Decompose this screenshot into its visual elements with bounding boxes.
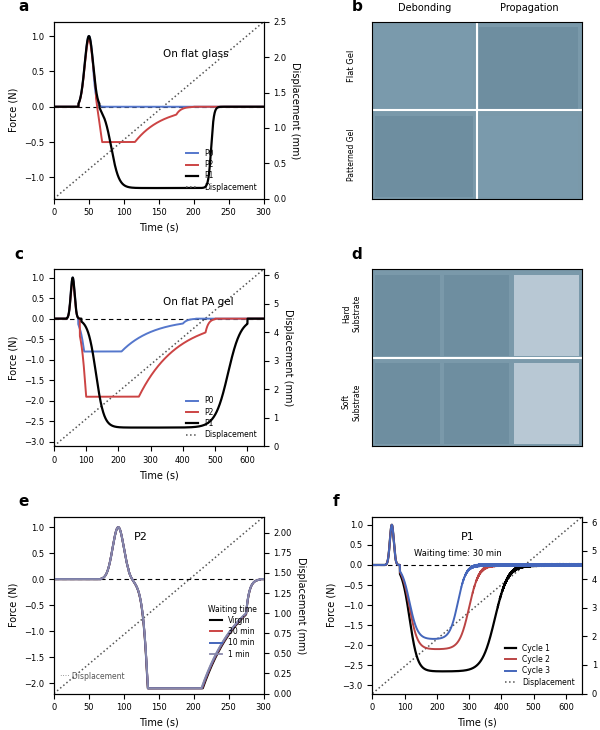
- Text: ···· Displacement: ···· Displacement: [60, 672, 125, 681]
- Legend: P0, P2, P1, Displacement: P0, P2, P1, Displacement: [183, 393, 260, 442]
- X-axis label: Time (s): Time (s): [139, 223, 179, 233]
- Text: P2: P2: [134, 531, 148, 542]
- Text: Waiting time: 30 min: Waiting time: 30 min: [415, 549, 502, 558]
- Text: On flat PA gel: On flat PA gel: [163, 296, 233, 307]
- Text: Patterned Gel: Patterned Gel: [347, 128, 356, 181]
- Text: d: d: [352, 247, 362, 262]
- X-axis label: Time (s): Time (s): [139, 470, 179, 480]
- Bar: [479, 115, 578, 197]
- Y-axis label: Force (N): Force (N): [8, 88, 19, 132]
- Bar: [445, 274, 509, 356]
- Bar: [479, 27, 578, 109]
- Y-axis label: Displacement (mm): Displacement (mm): [290, 61, 300, 159]
- X-axis label: Time (s): Time (s): [457, 718, 497, 728]
- Y-axis label: Force (N): Force (N): [8, 583, 19, 627]
- Text: Propagation: Propagation: [500, 4, 559, 13]
- Y-axis label: Displacement (mm): Displacement (mm): [283, 309, 293, 407]
- Y-axis label: Force (N): Force (N): [327, 583, 337, 627]
- Bar: [374, 115, 473, 197]
- Text: e: e: [19, 494, 29, 509]
- Text: P1: P1: [460, 531, 474, 542]
- X-axis label: Time (s): Time (s): [139, 718, 179, 728]
- Legend: P0, P2, P1, Displacement: P0, P2, P1, Displacement: [183, 146, 260, 195]
- Bar: [374, 363, 440, 445]
- Bar: [445, 363, 509, 445]
- Text: Hard
Substrate: Hard Substrate: [342, 295, 361, 332]
- Legend: Cycle 1, Cycle 2, Cycle 3, Displacement: Cycle 1, Cycle 2, Cycle 3, Displacement: [502, 641, 578, 690]
- Text: f: f: [332, 494, 339, 509]
- Text: Flat Gel: Flat Gel: [347, 50, 356, 82]
- Text: Soft
Substrate: Soft Substrate: [342, 383, 361, 420]
- Text: b: b: [352, 0, 362, 15]
- Bar: [514, 274, 579, 356]
- Y-axis label: Force (N): Force (N): [8, 336, 19, 380]
- Bar: [374, 27, 473, 109]
- Y-axis label: Displacement (mm): Displacement (mm): [296, 556, 305, 654]
- Text: Debonding: Debonding: [398, 4, 451, 13]
- Bar: [374, 274, 440, 356]
- Legend: Virgin, 30 min, 10 min, 1 min: Virgin, 30 min, 10 min, 1 min: [205, 602, 260, 662]
- Text: c: c: [14, 247, 23, 262]
- Text: On flat glass: On flat glass: [163, 49, 229, 59]
- Text: a: a: [19, 0, 29, 15]
- Bar: [514, 363, 579, 445]
